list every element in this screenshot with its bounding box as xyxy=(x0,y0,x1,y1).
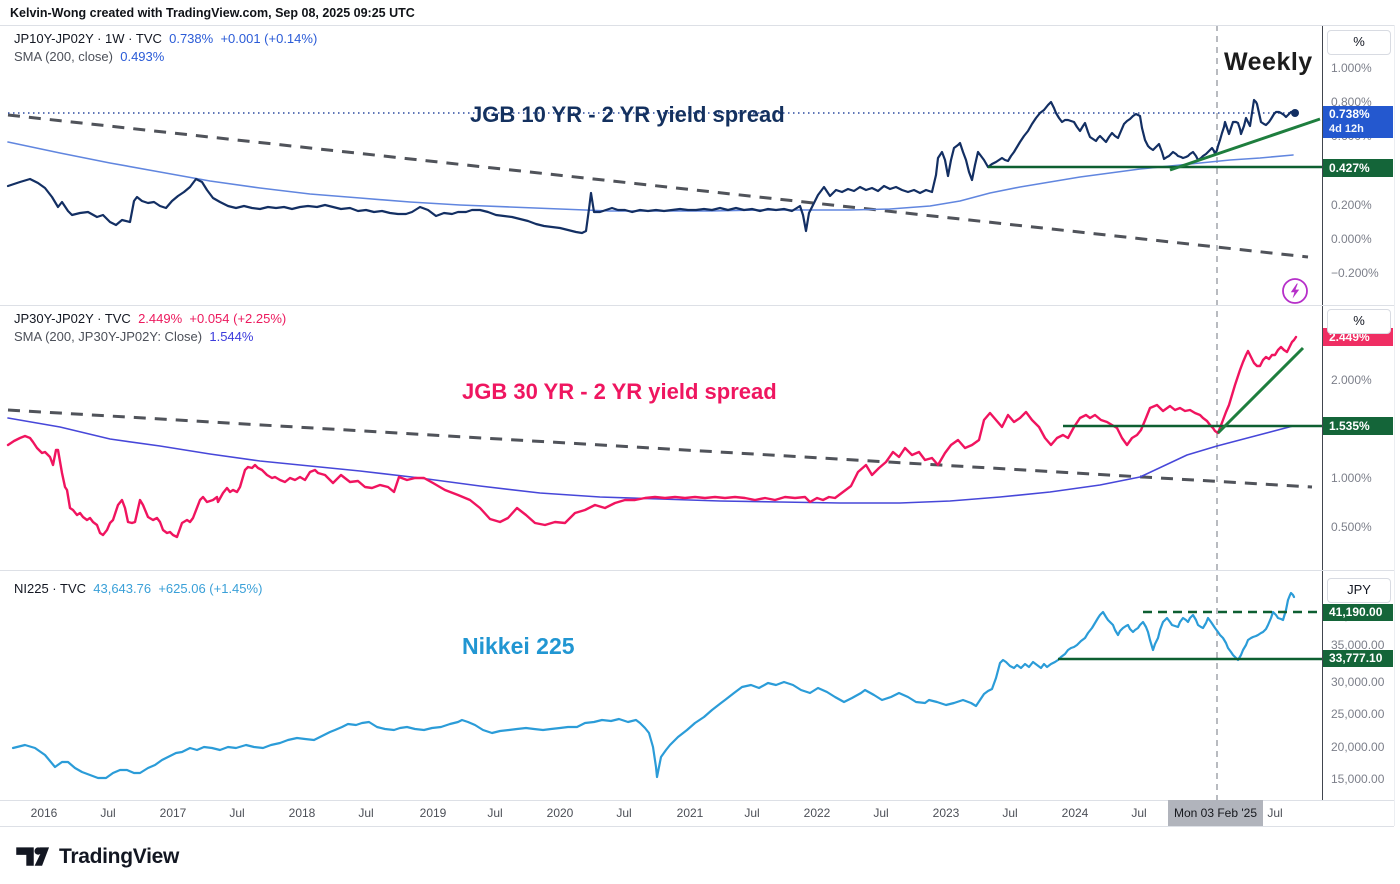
time-tick-label: 2022 xyxy=(803,806,831,820)
annotation-weekly[interactable]: Weekly xyxy=(1224,48,1313,76)
tradingview-logo-icon xyxy=(16,847,50,866)
tradingview-logo-text: TradingView xyxy=(59,845,180,868)
jp30y-price-line xyxy=(6,335,1298,539)
lightning-icon[interactable] xyxy=(1280,276,1310,306)
price-tick-label: −0.200% xyxy=(1331,266,1379,280)
time-tick-label: 2023 xyxy=(932,806,960,820)
panel-separator xyxy=(0,826,1394,827)
annotation-title-ni225[interactable]: Nikkei 225 xyxy=(462,633,575,659)
jp10y-jp02y-last-price-badge: 0.738% 4d 12h xyxy=(1323,106,1393,138)
ni225-price-line xyxy=(11,591,1296,780)
nikkei-225-resistance-level-badge: 41,190.00 xyxy=(1323,604,1393,621)
time-tick-label: 2017 xyxy=(159,806,187,820)
sma-value: 0.493% xyxy=(120,49,165,64)
time-tick-label: Jul xyxy=(744,806,760,820)
time-axis-highlight: Mon 03 Feb '25 xyxy=(1168,800,1263,826)
jp30y-downtrend-dashed xyxy=(7,408,1313,489)
price-tick-label: 0.200% xyxy=(1331,198,1372,212)
annotation-title-jp10y[interactable]: JGB 10 YR - 2 YR yield spread xyxy=(470,102,785,127)
legend-last-value: 43,643.76 xyxy=(93,581,152,596)
tradingview-logo[interactable]: TradingView xyxy=(14,843,179,871)
annotation-title-jp30y[interactable]: JGB 30 YR - 2 YR yield spread xyxy=(462,379,777,404)
legend-change: +625.06 (+1.45%) xyxy=(158,581,263,596)
time-tick-label: Jul xyxy=(487,806,503,820)
legend-ni225[interactable]: NI225 · TVC 43,643.76 +625.06 (+1.45%) xyxy=(14,581,262,596)
time-tick-label: Jul xyxy=(1002,806,1018,820)
time-tick-label: Jul xyxy=(229,806,245,820)
time-tick-label: 2024 xyxy=(1061,806,1089,820)
price-axis[interactable]: 15,000.00 20,000.00 25,000.00 30,000.00 35,0… xyxy=(1322,0,1394,826)
legend-change: +0.054 (+2.25%) xyxy=(189,311,287,326)
chart-plot-area[interactable] xyxy=(0,25,1322,826)
legend-symbol[interactable]: JP10Y-JP02Y · 1W · TVC xyxy=(14,31,162,46)
legend-change: +0.001 (+0.14%) xyxy=(220,31,318,46)
time-tick-label: 2016 xyxy=(30,806,58,820)
price-tick-label: 0.800% xyxy=(1331,95,1372,109)
legend-jp10y-jp02y[interactable]: JP10Y-JP02Y · 1W · TVC 0.738% +0.001 (+0… xyxy=(14,31,317,46)
jp10y-downtrend-dashed xyxy=(7,113,1309,259)
time-tick-label: Jul xyxy=(1267,806,1283,820)
time-tick-label: 2018 xyxy=(288,806,316,820)
price-tick-label: 0.500% xyxy=(1331,520,1372,534)
sma-label[interactable]: SMA (200, JP30Y-JP02Y: Close) xyxy=(14,329,203,344)
legend-jp30y-sma[interactable]: SMA (200, JP30Y-JP02Y: Close) 1.544% xyxy=(14,329,253,344)
nikkei-225-support-level-badge: 33,777.10 xyxy=(1323,650,1393,667)
jp10y-jp02y-support-level-badge: 0.427% xyxy=(1323,159,1393,177)
time-tick-label: Jul xyxy=(100,806,116,820)
unit-button-percent-2[interactable]: % xyxy=(1327,309,1391,334)
legend-symbol[interactable]: NI225 · TVC xyxy=(14,581,87,596)
sma-value: 1.544% xyxy=(209,329,254,344)
price-tick-label: 1.000% xyxy=(1331,471,1372,485)
panel-separator xyxy=(0,25,1394,26)
time-tick-label: Jul xyxy=(616,806,632,820)
time-axis[interactable]: 2016 Jul 2017 Jul 2018 Jul 2019 Jul 2020 Jul 2021 J… xyxy=(0,800,1394,826)
right-edge-border xyxy=(1394,25,1395,826)
jp30y-sma-line xyxy=(7,417,1294,504)
unit-button-jpy[interactable]: JPY xyxy=(1327,578,1391,603)
jp10y-sma-line xyxy=(7,141,1294,212)
attribution-text: Kelvin-Wong created with TradingView.com… xyxy=(10,6,415,20)
price-tick-label: 35,000.00 xyxy=(1331,638,1385,652)
jp30y-jp02y-support-level-badge: 1.535% xyxy=(1323,417,1393,435)
time-tick-label: Jul xyxy=(1131,806,1147,820)
panel-separator xyxy=(0,305,1394,306)
price-tick-label: 2.000% xyxy=(1331,373,1372,387)
panel-separator xyxy=(0,800,1394,801)
jp10y-uptrend-line xyxy=(1169,117,1321,172)
time-tick-label: 2021 xyxy=(676,806,704,820)
unit-button-percent-1[interactable]: % xyxy=(1327,30,1391,55)
price-tick-label: 25,000.00 xyxy=(1331,707,1385,721)
price-axis-border xyxy=(1322,25,1323,826)
jp30y-uptrend-line xyxy=(1216,346,1305,435)
legend-jp30y-jp02y[interactable]: JP30Y-JP02Y · TVC 2.449% +0.054 (+2.25%) xyxy=(14,311,286,326)
time-tick-label: 2020 xyxy=(546,806,574,820)
price-tick-label: 20,000.00 xyxy=(1331,740,1385,754)
price-tick-label: 30,000.00 xyxy=(1331,675,1385,689)
time-tick-label: 2019 xyxy=(419,806,447,820)
time-tick-label: Jul xyxy=(873,806,889,820)
price-tick-label: 1.000% xyxy=(1331,61,1372,75)
price-tick-label: 0.000% xyxy=(1331,232,1372,246)
badge-countdown: 4d 12h xyxy=(1329,123,1364,135)
legend-jp10y-sma[interactable]: SMA (200, close) 0.493% xyxy=(14,49,164,64)
panel-separator xyxy=(0,570,1394,571)
legend-last-value: 2.449% xyxy=(138,311,183,326)
last-point-dot xyxy=(1291,109,1299,117)
sma-label[interactable]: SMA (200, close) xyxy=(14,49,113,64)
legend-last-value: 0.738% xyxy=(169,31,214,46)
time-tick-label: Jul xyxy=(358,806,374,820)
legend-symbol[interactable]: JP30Y-JP02Y · TVC xyxy=(14,311,131,326)
price-tick-label: 15,000.00 xyxy=(1331,772,1385,786)
